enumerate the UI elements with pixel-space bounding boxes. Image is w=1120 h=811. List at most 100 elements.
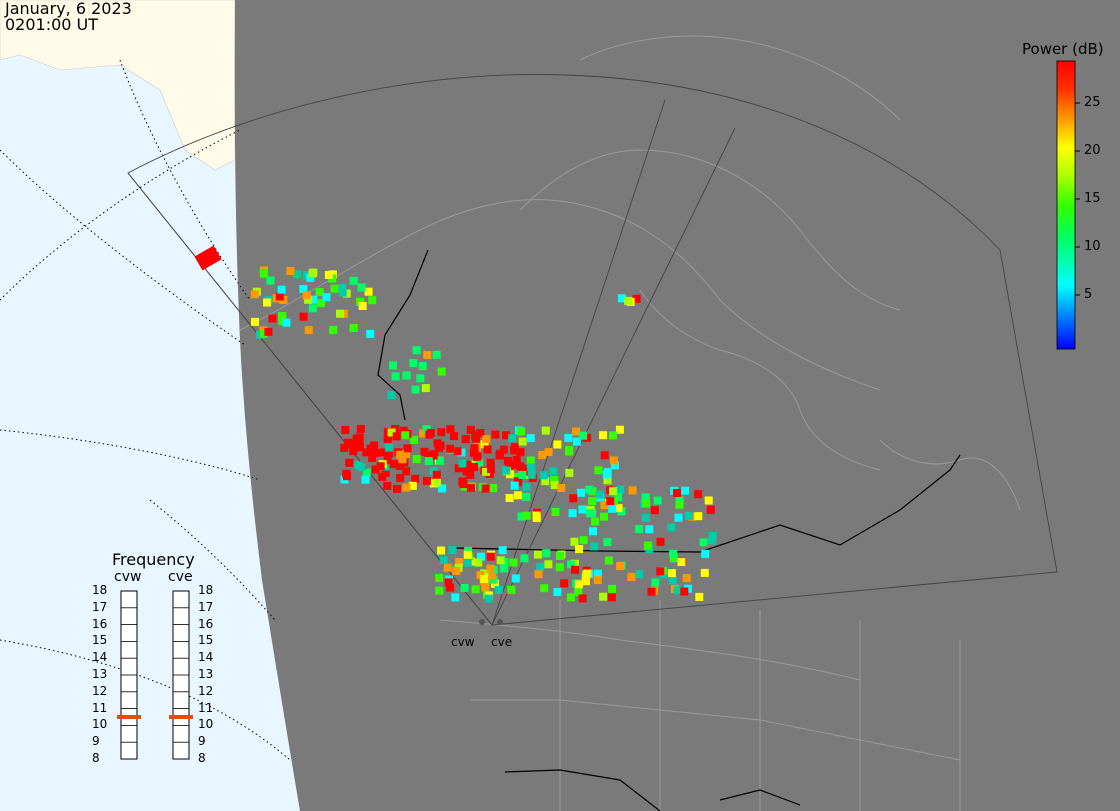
echo-cell [357, 283, 366, 292]
echo-cell [579, 431, 588, 440]
echo-cell [338, 283, 347, 292]
echo-cell [699, 538, 708, 547]
colorbar-tick-label: 25 [1084, 95, 1101, 110]
echo-cell [463, 558, 472, 567]
echo-cell [432, 470, 441, 479]
echo-cell [330, 284, 339, 293]
echo-cell [356, 297, 365, 306]
echo-cell [293, 270, 302, 279]
frequency-scale-label: 12 [92, 683, 108, 698]
frequency-scale-label: 15 [92, 633, 108, 648]
echo-cell [391, 372, 400, 381]
echo-cell [518, 470, 527, 479]
echo-cell [682, 574, 691, 583]
echo-cell [701, 549, 710, 558]
echo-cell [410, 436, 418, 444]
echo-cell [574, 588, 583, 596]
echo-cell [384, 443, 393, 452]
echo-cell [416, 374, 425, 383]
night-shading [234, 0, 1120, 811]
frequency-scale-label: 18 [92, 583, 108, 597]
echo-cell [463, 460, 472, 469]
echo-cell [299, 312, 308, 321]
frequency-scale-label: 17 [92, 599, 108, 614]
echo-cell [549, 467, 558, 476]
cvw-site-label: cvw [451, 635, 475, 649]
echo-cell [461, 435, 470, 444]
echo-cell [402, 483, 411, 492]
echo-cell [385, 449, 394, 458]
echo-cell [398, 455, 407, 464]
echo-cell [608, 584, 617, 593]
frequency-bars [117, 590, 193, 760]
echo-cell [656, 567, 665, 576]
echo-cell [708, 532, 717, 540]
echo-cell [466, 425, 475, 434]
grid-dotted-lines [0, 59, 291, 761]
echo-cell [455, 558, 464, 566]
echo-cell [611, 461, 619, 470]
echo-cell [412, 346, 421, 355]
echo-cell [575, 580, 583, 589]
echo-cell [463, 550, 472, 559]
echo-cell [474, 558, 483, 567]
echo-cell [368, 454, 377, 462]
echo-cell [517, 427, 526, 436]
cve-site-marker [497, 619, 503, 625]
echo-cell [371, 465, 380, 474]
echo-cell [503, 456, 512, 465]
echo-cell [496, 556, 505, 565]
frequency-scale-label: 16 [92, 616, 108, 631]
echo-cell [418, 362, 427, 371]
echo-cell [308, 269, 317, 278]
echo-cell [550, 481, 559, 489]
echo-cell [496, 449, 505, 458]
time-label: 0201:00 UT [5, 15, 99, 34]
echo-cell [383, 456, 392, 465]
echo-cell [424, 451, 433, 460]
colorbar [1056, 60, 1076, 350]
echo-cell [344, 438, 353, 447]
echo-cell [499, 445, 508, 454]
echo-cell [450, 432, 458, 441]
echo-cell [516, 462, 525, 471]
frequency-scale-label: 18 [198, 583, 214, 597]
echo-cell [635, 570, 644, 579]
echo-cell [362, 448, 371, 457]
echo-cell [309, 295, 318, 304]
echo-cell [595, 490, 604, 499]
echo-cell [486, 458, 495, 467]
echo-cell [512, 455, 521, 464]
frequency-scale-label: 10 [92, 717, 108, 732]
echo-cell [565, 468, 574, 477]
echo-cell [539, 471, 548, 480]
echo-cell [349, 447, 358, 456]
echo-cell [304, 326, 313, 335]
echo-cell [437, 428, 446, 437]
echo-cell [361, 475, 370, 484]
echo-cell [585, 485, 594, 494]
echo-cell [342, 469, 351, 478]
echo-cell [489, 484, 498, 493]
echo-cell [604, 556, 613, 565]
echo-cell [557, 484, 566, 492]
echo-cell [517, 512, 526, 521]
echo-cell [675, 496, 684, 505]
echo-cell [362, 468, 371, 477]
echo-cell [366, 446, 375, 455]
echo-cell [486, 564, 495, 573]
echo-cell [522, 511, 531, 520]
echo-cell [366, 329, 375, 338]
frequency-scale-label: 8 [92, 751, 100, 765]
echo-cell [568, 509, 577, 518]
echo-cell [628, 486, 637, 495]
echo-cell [482, 467, 490, 476]
echo-cell [471, 434, 480, 443]
echo-cell [435, 574, 444, 582]
echo-cell [387, 428, 396, 437]
echo-cell [277, 285, 286, 294]
echo-cell [481, 484, 490, 493]
echo-cell [396, 474, 405, 482]
echo-cell [470, 463, 478, 471]
echo-cell [278, 312, 287, 320]
